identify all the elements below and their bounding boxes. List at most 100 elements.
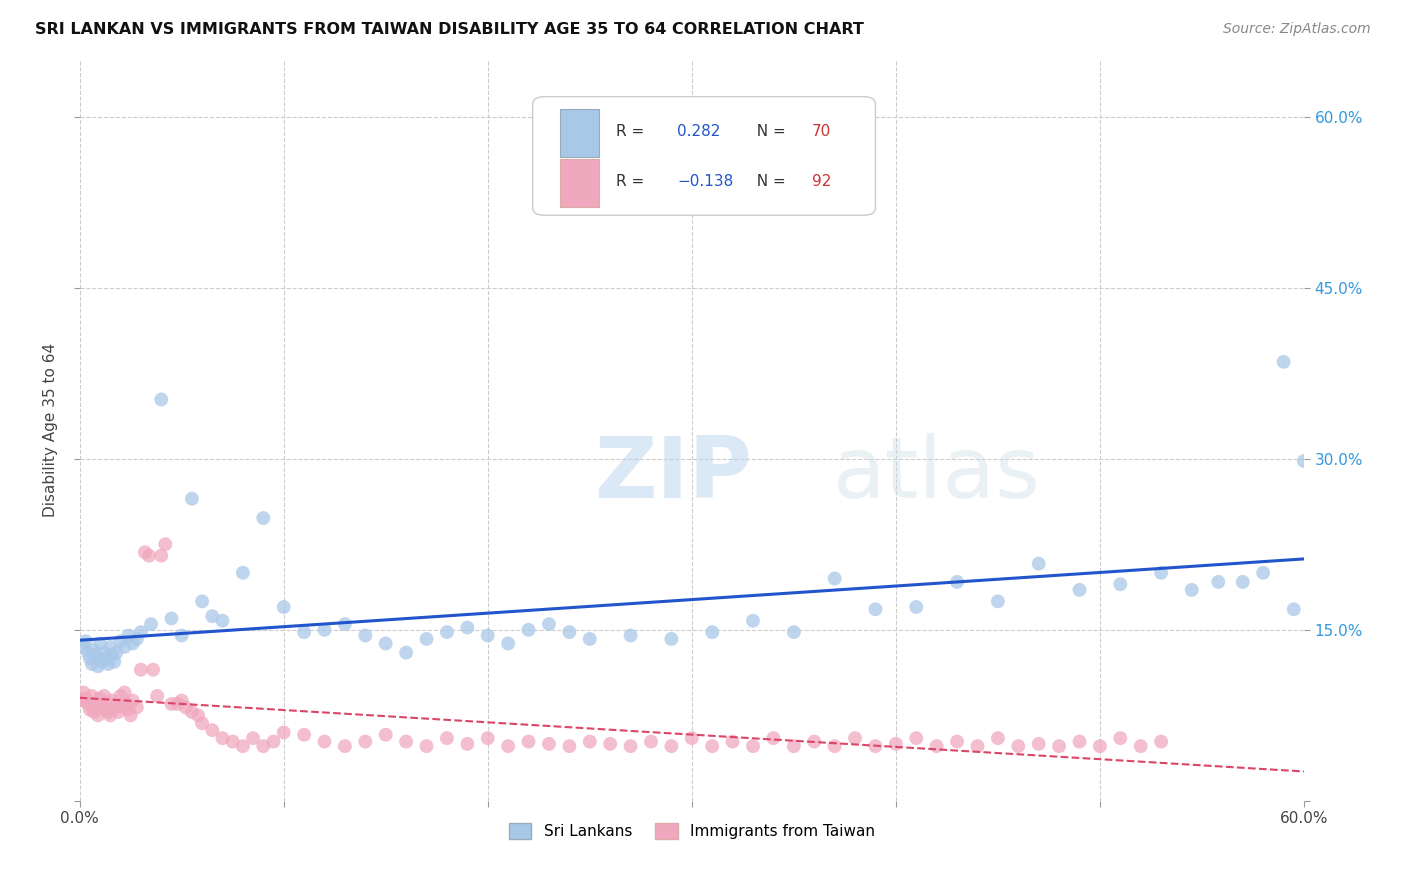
Point [803, 734, 825, 748]
Point [354, 734, 377, 748]
Point [242, 731, 264, 746]
Point [97, 705, 120, 719]
Point [73, 685, 96, 699]
Point [73, 640, 96, 654]
Point [103, 700, 125, 714]
Point [89, 636, 111, 650]
Text: −0.138: −0.138 [678, 174, 734, 189]
Point [865, 739, 887, 753]
Point [84, 700, 107, 714]
Point [925, 739, 948, 753]
Point [1272, 355, 1295, 369]
Point [1069, 582, 1091, 597]
Point [966, 739, 988, 753]
Point [79, 703, 101, 717]
Point [905, 600, 928, 615]
Point [1047, 739, 1070, 753]
Point [170, 693, 193, 707]
Text: 92: 92 [811, 174, 831, 189]
Point [1129, 739, 1152, 753]
Point [129, 625, 152, 640]
Point [742, 739, 765, 753]
Legend: Sri Lankans, Immigrants from Taiwan: Sri Lankans, Immigrants from Taiwan [502, 817, 882, 845]
Point [91, 697, 114, 711]
Y-axis label: Disability Age 35 to 64: Disability Age 35 to 64 [44, 343, 58, 517]
Point [273, 725, 295, 739]
Point [1028, 737, 1050, 751]
Point [125, 632, 148, 646]
Point [496, 636, 519, 650]
Point [558, 625, 581, 640]
Point [844, 731, 866, 746]
Point [170, 628, 193, 642]
Point [211, 731, 233, 746]
Point [1150, 734, 1173, 748]
Point [129, 663, 152, 677]
Point [80, 689, 103, 703]
Point [1088, 739, 1111, 753]
Point [107, 705, 129, 719]
Point [1181, 582, 1204, 597]
Point [1232, 574, 1254, 589]
Point [314, 734, 336, 748]
Point [76, 697, 98, 711]
Point [138, 549, 160, 563]
Point [946, 734, 969, 748]
Point [537, 737, 560, 751]
Point [110, 689, 132, 703]
Point [232, 566, 254, 580]
Point [142, 663, 165, 677]
Point [456, 737, 478, 751]
Point [75, 634, 97, 648]
Point [517, 734, 540, 748]
Point [824, 572, 846, 586]
Point [1282, 602, 1305, 616]
Point [946, 574, 969, 589]
Point [110, 634, 132, 648]
Point [187, 708, 209, 723]
Text: N =: N = [747, 174, 790, 189]
Point [496, 739, 519, 753]
Point [114, 640, 136, 654]
Point [201, 609, 224, 624]
Point [96, 703, 118, 717]
Point [221, 734, 243, 748]
Point [252, 739, 274, 753]
Point [599, 737, 621, 751]
Point [661, 632, 683, 646]
Bar [560, 159, 599, 207]
Point [333, 739, 356, 753]
Point [91, 655, 114, 669]
Point [83, 643, 105, 657]
Point [783, 739, 806, 753]
Bar [560, 109, 599, 158]
Point [702, 739, 724, 753]
Point [263, 734, 285, 748]
Point [97, 657, 120, 671]
Point [314, 623, 336, 637]
Point [783, 625, 806, 640]
Point [96, 651, 118, 665]
Point [292, 625, 315, 640]
Text: ZIP: ZIP [593, 434, 752, 516]
Point [477, 731, 499, 746]
Point [232, 739, 254, 753]
Point [762, 731, 785, 746]
Point [292, 728, 315, 742]
Point [98, 708, 121, 723]
Point [93, 646, 115, 660]
Text: 0.282: 0.282 [678, 124, 720, 139]
Point [477, 628, 499, 642]
Point [146, 689, 169, 703]
Point [174, 700, 197, 714]
Point [395, 734, 418, 748]
Point [87, 708, 110, 723]
Point [139, 617, 162, 632]
Point [905, 731, 928, 746]
Point [160, 611, 183, 625]
Point [987, 594, 1010, 608]
Point [93, 689, 115, 703]
Point [114, 685, 136, 699]
Point [75, 691, 97, 706]
Point [333, 617, 356, 632]
